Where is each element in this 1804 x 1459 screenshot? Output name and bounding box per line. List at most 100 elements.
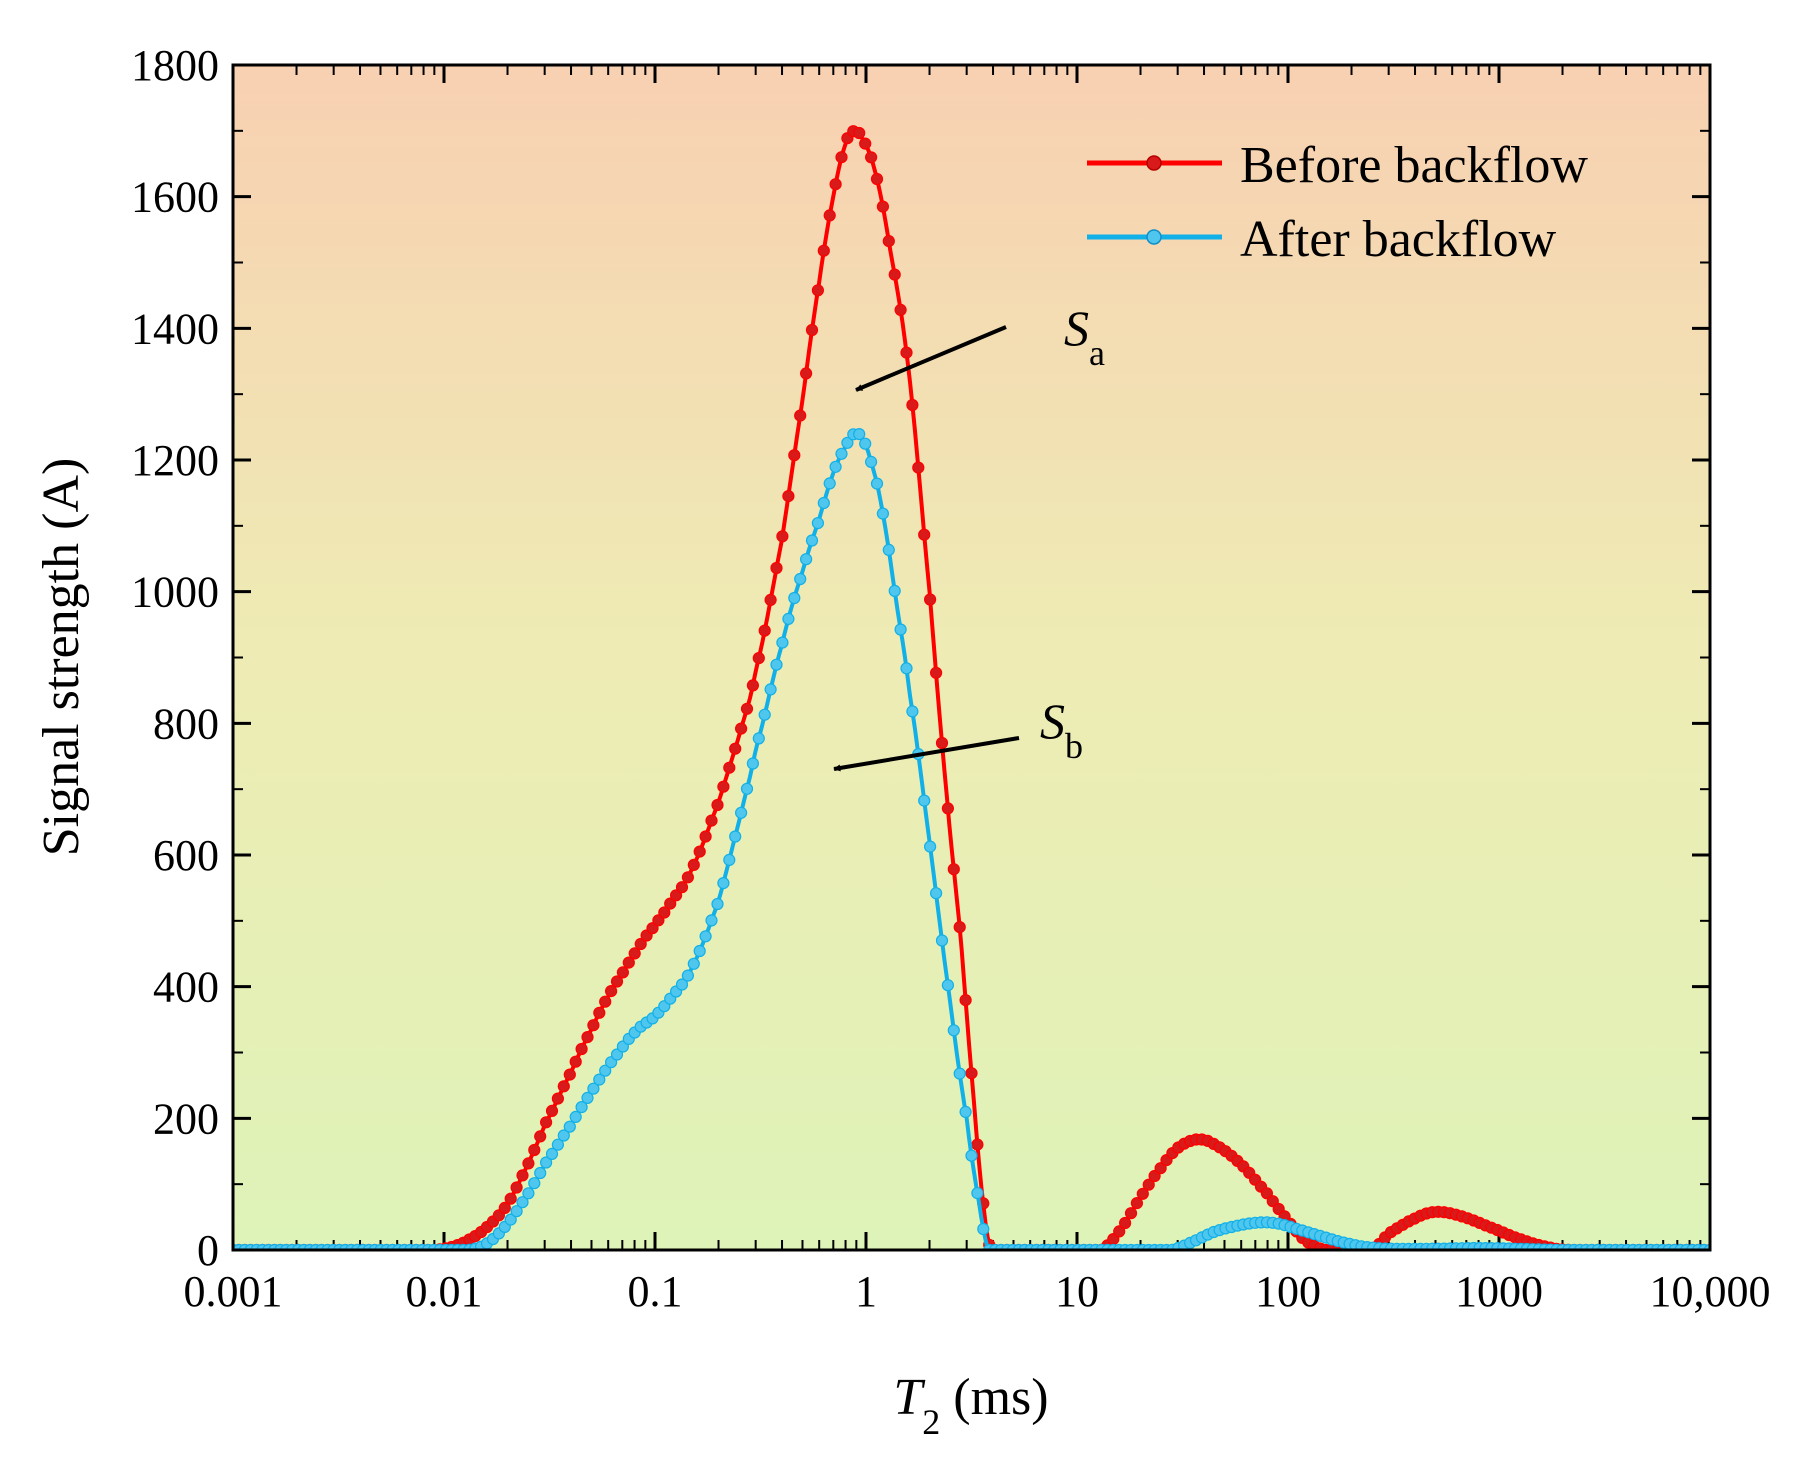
marker-after bbox=[593, 1073, 606, 1086]
marker-before bbox=[705, 814, 718, 827]
marker-before bbox=[788, 449, 801, 462]
marker-before bbox=[859, 137, 872, 150]
marker-before bbox=[610, 975, 624, 988]
marker-after bbox=[610, 1048, 624, 1061]
marker-before bbox=[1124, 1207, 1138, 1220]
marker-before bbox=[687, 858, 700, 872]
marker-after bbox=[587, 1082, 600, 1095]
marker-before bbox=[681, 871, 695, 884]
marker-after bbox=[545, 1147, 559, 1161]
marker-before bbox=[675, 881, 689, 894]
marker-after bbox=[894, 623, 907, 636]
marker-before bbox=[906, 398, 919, 412]
marker-before bbox=[829, 178, 842, 191]
marker-after bbox=[522, 1187, 535, 1200]
marker-after bbox=[918, 794, 931, 807]
marker-after bbox=[977, 1222, 990, 1236]
marker-after bbox=[811, 516, 825, 530]
x-tick-label: 0.01 bbox=[406, 1267, 483, 1316]
marker-before bbox=[965, 1067, 978, 1080]
marker-after bbox=[823, 477, 836, 490]
marker-before bbox=[971, 1138, 984, 1151]
marker-before bbox=[717, 780, 730, 793]
marker-after bbox=[794, 572, 807, 586]
marker-before bbox=[776, 530, 789, 543]
marker-before bbox=[669, 889, 683, 902]
marker-before bbox=[734, 722, 748, 735]
marker-before bbox=[923, 593, 937, 606]
marker-before bbox=[953, 920, 966, 934]
marker-before bbox=[912, 461, 925, 474]
annotation-sa-label: Sa bbox=[1064, 300, 1105, 373]
marker-after bbox=[799, 553, 813, 566]
marker-before bbox=[711, 798, 724, 812]
marker-after bbox=[882, 543, 895, 557]
legend-label-before: Before backflow bbox=[1240, 137, 1588, 194]
series-layer bbox=[233, 125, 1710, 1250]
marker-after bbox=[734, 806, 748, 819]
marker-before bbox=[1130, 1196, 1144, 1210]
marker-after bbox=[864, 455, 878, 468]
x-tick-label: 0.1 bbox=[628, 1267, 683, 1316]
marker-after bbox=[717, 876, 730, 890]
annotation-sa: Sa bbox=[855, 300, 1105, 392]
marker-after bbox=[699, 930, 712, 943]
x-tick-label: 0.001 bbox=[184, 1267, 283, 1316]
marker-after bbox=[534, 1166, 547, 1180]
marker-before bbox=[593, 1006, 606, 1019]
marker-before bbox=[1154, 1162, 1167, 1175]
marker-before bbox=[752, 651, 765, 665]
legend-item-before: Before backflow bbox=[1087, 137, 1588, 194]
y-tick-label: 0 bbox=[197, 1226, 219, 1275]
marker-after bbox=[581, 1091, 594, 1105]
y-tick-label: 1400 bbox=[131, 304, 219, 353]
marker-before bbox=[622, 956, 635, 969]
marker-before bbox=[740, 702, 754, 715]
marker-before bbox=[539, 1116, 553, 1129]
marker-before bbox=[628, 947, 641, 960]
marker-before bbox=[900, 346, 913, 359]
y-tick-label: 400 bbox=[153, 963, 219, 1012]
marker-after bbox=[723, 853, 736, 867]
annotation-sb-label: Sb bbox=[1040, 693, 1083, 766]
marker-before bbox=[504, 1192, 517, 1205]
marker-after bbox=[675, 978, 689, 991]
marker-before bbox=[918, 528, 931, 541]
marker-before bbox=[664, 897, 677, 910]
marker-before bbox=[941, 802, 955, 815]
marker-before bbox=[817, 244, 830, 257]
marker-after bbox=[965, 1149, 978, 1162]
marker-before bbox=[770, 561, 783, 575]
x-axis-title: T2 (ms) bbox=[893, 1369, 1048, 1442]
x-tick-label: 1000 bbox=[1455, 1267, 1543, 1316]
marker-after bbox=[876, 507, 890, 520]
marker-before bbox=[811, 284, 825, 297]
marker-after bbox=[829, 460, 842, 473]
marker-after bbox=[776, 636, 789, 649]
y-tick-labels: 0 200 400 600 800 1000 1200 1400 1600 1800 bbox=[131, 41, 219, 1275]
marker-after bbox=[788, 591, 801, 605]
legend: Before backflow After backflow bbox=[1087, 137, 1588, 268]
x-tick-label: 1 bbox=[855, 1267, 877, 1316]
marker-after bbox=[906, 705, 919, 718]
marker-before bbox=[1113, 1225, 1126, 1238]
marker-before bbox=[587, 1019, 600, 1032]
y-tick-label: 600 bbox=[153, 831, 219, 880]
marker-before bbox=[1118, 1216, 1132, 1230]
marker-before bbox=[658, 906, 671, 919]
marker-after bbox=[923, 840, 937, 853]
marker-before bbox=[599, 995, 612, 1008]
marker-before bbox=[616, 966, 630, 979]
marker-after bbox=[947, 1024, 960, 1037]
marker-before bbox=[551, 1092, 565, 1105]
marker-before bbox=[604, 984, 618, 998]
marker-after bbox=[711, 897, 724, 911]
y-tick-label: 1800 bbox=[131, 41, 219, 90]
marker-before bbox=[557, 1080, 570, 1093]
marker-before bbox=[935, 736, 949, 750]
marker-after bbox=[971, 1186, 984, 1200]
marker-after bbox=[935, 934, 949, 947]
marker-before bbox=[782, 490, 795, 503]
marker-before bbox=[634, 937, 647, 951]
